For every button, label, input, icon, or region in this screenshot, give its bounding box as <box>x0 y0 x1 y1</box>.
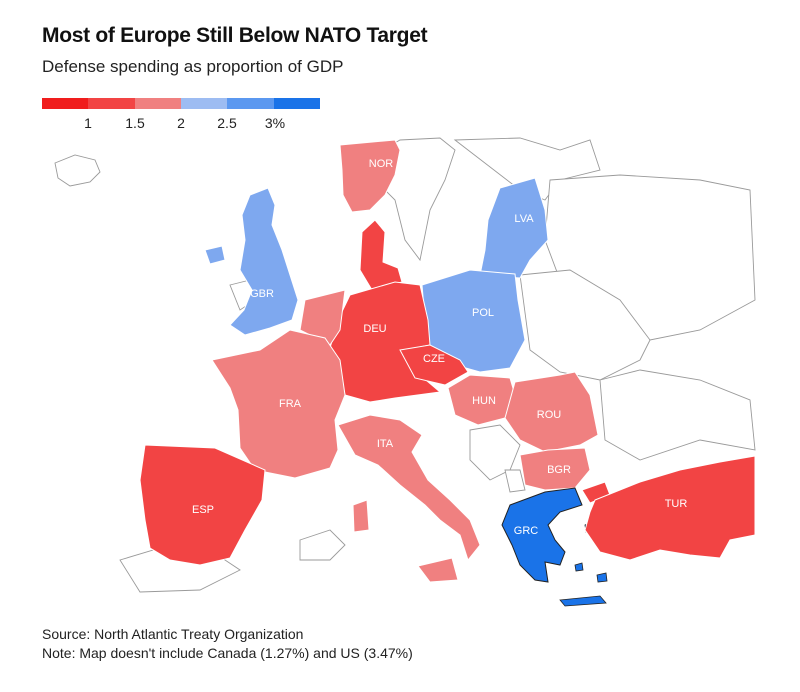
country-label-cze: CZE <box>423 353 445 365</box>
country-cze: CZE <box>399 344 469 386</box>
country-shape-gbr-nir <box>204 245 226 265</box>
country-label-hun: HUN <box>472 395 496 407</box>
country-shape-deu <box>329 281 442 403</box>
country-shape-cze <box>399 344 469 386</box>
country-label-ita: ITA <box>377 438 394 450</box>
country-tur: TUR <box>581 455 756 561</box>
country-shape-tur <box>584 455 756 561</box>
legend-tick-label: 1 <box>84 115 92 131</box>
legend-swatch <box>273 98 320 109</box>
country-label-lva: LVA <box>514 213 534 225</box>
country-label-gbr: GBR <box>250 288 274 300</box>
legend-swatch <box>42 98 89 109</box>
europe-map: NOR GBR LVA POL DEU CZE FRA HUN ROU <box>54 137 756 607</box>
country-rou: ROU <box>504 371 599 453</box>
country-nor: NOR <box>339 139 401 213</box>
legend-swatch <box>227 98 274 109</box>
country-label-bgr: BGR <box>547 464 571 476</box>
country-label-deu: DEU <box>363 323 386 335</box>
legend-tick-label: 2.5 <box>217 115 237 131</box>
country-shape-ita-sicily <box>417 557 459 583</box>
legend-swatch <box>180 98 228 109</box>
country-shape-fra <box>211 329 346 479</box>
grc-island <box>596 572 608 583</box>
country-grc: GRC <box>501 487 608 607</box>
chart-subtitle: Defense spending as proportion of GDP <box>42 57 344 76</box>
country-fra: FRA <box>211 289 346 479</box>
country-shape-rou <box>504 371 599 453</box>
legend-color-bar <box>42 98 320 109</box>
country-ita: ITA <box>337 414 481 583</box>
country-shape-ita <box>337 414 481 562</box>
source-note: Source: North Atlantic Treaty Organizati… <box>42 626 304 642</box>
legend-tick-label: 3% <box>264 115 286 131</box>
footnote: Note: Map doesn't include Canada (1.27%)… <box>42 645 413 661</box>
country-shape-bgr <box>519 447 591 491</box>
chart-title: Most of Europe Still Below NATO Target <box>42 24 428 47</box>
country-shape-esp <box>139 444 266 566</box>
legend-swatch <box>88 98 135 109</box>
country-shape-gbr <box>229 187 299 336</box>
legend-swatch <box>134 98 181 109</box>
country-lva: LVA <box>479 177 549 279</box>
legend-tick-label: 1.5 <box>125 115 145 131</box>
country-shape-lva <box>479 177 549 279</box>
grc-island-crete <box>559 595 607 607</box>
country-shape-nor <box>339 139 401 213</box>
country-label-tur: TUR <box>665 498 688 510</box>
country-label-grc: GRC <box>514 525 539 537</box>
country-label-esp: ESP <box>192 504 214 516</box>
grc-island <box>574 562 584 572</box>
legend-tick-label: 2 <box>177 115 185 131</box>
country-shape-grc <box>501 487 583 583</box>
country-label-nor: NOR <box>369 158 394 170</box>
country-bgr: BGR <box>519 447 591 491</box>
non-colored-land <box>54 137 756 593</box>
country-label-fra: FRA <box>279 398 302 410</box>
country-shape-fra-benelux <box>299 289 346 346</box>
country-gbr: GBR <box>204 187 299 336</box>
country-label-rou: ROU <box>537 409 562 421</box>
color-legend: 1 1.5 2 2.5 3% <box>42 98 320 138</box>
country-shape-deu-denmark <box>359 219 403 291</box>
country-label-pol: POL <box>472 307 494 319</box>
country-esp: ESP <box>139 444 266 566</box>
country-shape-ita-sardinia <box>352 499 370 533</box>
